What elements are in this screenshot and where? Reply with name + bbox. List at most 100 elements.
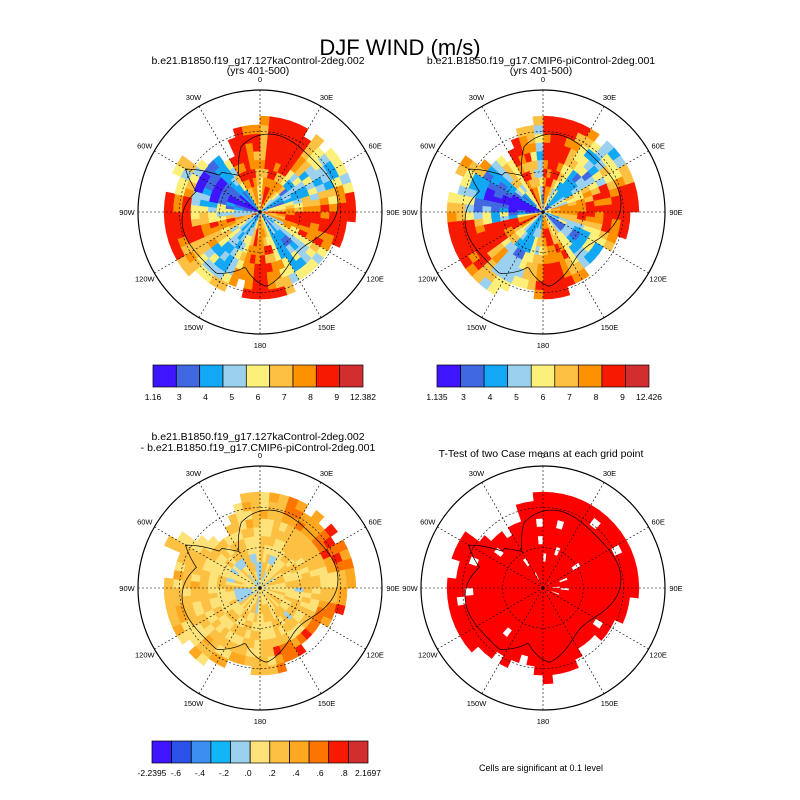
longitude-label: 90W (119, 208, 135, 217)
colorbar: 1.135 3 4 5 6 7 8 9 12.426 (426, 364, 662, 402)
grid-cell (250, 289, 261, 300)
colorbar-swatch (269, 740, 290, 764)
meridian-line (542, 150, 649, 213)
longitude-label: 30W (186, 469, 202, 478)
grid-cell (534, 509, 544, 520)
grid-cell (594, 205, 605, 213)
grid-cell (602, 573, 613, 582)
grid-cell (285, 584, 296, 589)
grid-cell (252, 517, 261, 528)
grid-cell (163, 211, 174, 223)
grid-cell (585, 206, 596, 213)
longitude-label: 0 (258, 451, 262, 460)
meridian-line (259, 482, 322, 589)
grid-cell (617, 227, 629, 240)
grid-cell (550, 288, 562, 300)
grid-cell (499, 211, 509, 217)
meridian-line (481, 211, 544, 318)
grid-cell (542, 237, 547, 248)
grid-cell (455, 202, 466, 213)
colorbar-tick-label: 2.1697 (355, 768, 381, 778)
longitude-label: 60W (137, 142, 153, 151)
grid-cell (455, 211, 466, 222)
grid-cell (259, 141, 268, 152)
colorbar-swatch (507, 364, 532, 388)
meridian-line (542, 211, 605, 318)
longitude-label: 90E (669, 584, 682, 593)
grid-cell (629, 577, 640, 589)
grid-cell (620, 202, 631, 213)
grid-cell (585, 582, 596, 589)
longitude-label: 120E (649, 651, 667, 660)
grid-cell (327, 195, 339, 206)
longitude-label: 90W (119, 584, 135, 593)
grid-cell (542, 665, 553, 676)
colorbar-tick-label: 6 (256, 392, 261, 402)
figure-title: DJF WIND (m/s) (319, 35, 480, 60)
meridian-line (437, 150, 544, 213)
longitude-label: 0 (541, 75, 545, 84)
grid-cell (212, 155, 225, 168)
longitude-label: 90E (386, 584, 399, 593)
longitude-label: 0 (541, 451, 545, 460)
grid-cell (542, 272, 551, 283)
grid-cell (189, 211, 200, 220)
grid-cell (542, 254, 549, 265)
grid-cell (542, 141, 551, 152)
grid-cell (542, 622, 548, 632)
longitude-label: 60W (420, 142, 436, 151)
colorbar-tick-label: 5 (514, 392, 519, 402)
longitude-label: 150W (467, 699, 488, 708)
grid-cell (189, 580, 200, 589)
longitude-label: 120W (418, 651, 439, 660)
grid-cell (319, 197, 330, 206)
colorbar-swatch (315, 364, 340, 388)
longitude-label: 180 (254, 341, 267, 350)
grid-cell (254, 159, 261, 170)
meridian-line (437, 526, 544, 589)
grid-cell (620, 211, 631, 222)
grid-cell (473, 594, 484, 603)
longitude-label: 90E (386, 208, 399, 217)
grid-cell (629, 201, 640, 213)
panel-1-title-line-2: (yrs 401-500) (227, 65, 289, 77)
panel-1-127ka-control: b.e21.B1850.f19_g17.127kaControl-2deg.00… (119, 55, 399, 402)
grid-cell (163, 201, 174, 213)
grid-cell (172, 587, 183, 598)
grid-cell (266, 647, 275, 658)
grid-cell (250, 500, 261, 511)
grid-cell (163, 577, 174, 589)
grid-cell (542, 246, 548, 256)
colorbar-tick-label: 9 (620, 392, 625, 402)
grid-cell (495, 155, 508, 168)
grid-cell (295, 499, 309, 513)
colorbar-swatch (328, 740, 349, 764)
grid-cell (542, 115, 554, 126)
meridian-line (198, 106, 261, 213)
grid-cell (207, 211, 218, 218)
colorbar-tick-label: 1.16 (145, 392, 162, 402)
grid-cell (259, 289, 270, 300)
grid-cell (538, 544, 544, 554)
longitude-label: 60E (369, 142, 382, 151)
longitude-label: 150W (184, 699, 205, 708)
grid-cell (620, 587, 631, 598)
grid-cell (346, 201, 357, 213)
longitude-label: 120E (649, 275, 667, 284)
longitude-label: 30E (320, 93, 333, 102)
grid-cell (620, 578, 631, 589)
longitude-label: 120W (418, 275, 439, 284)
grid-cell (196, 159, 209, 172)
colorbar-tick-label: 3 (177, 392, 182, 402)
colorbar-tick-label: -2.2395 (138, 768, 167, 778)
meridian-line (542, 211, 649, 274)
grid-cell (542, 500, 553, 511)
map-boundary (137, 89, 383, 335)
grid-cell (267, 664, 279, 676)
grid-cell (259, 272, 268, 283)
grid-cell (189, 587, 200, 596)
meridian-line (198, 211, 261, 318)
colorbar-swatch (625, 364, 650, 388)
grid-cell (455, 587, 466, 598)
grid-cell (542, 124, 553, 135)
